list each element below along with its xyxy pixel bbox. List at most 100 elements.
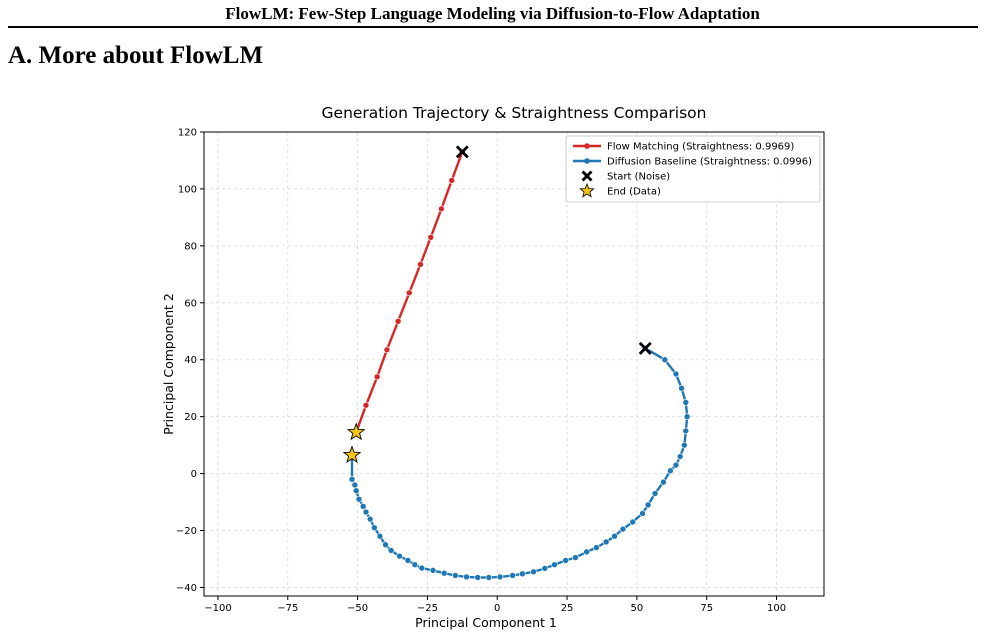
diffusion-baseline-point [387, 547, 395, 554]
legend-diffusion-baseline-swatch-point [584, 158, 590, 164]
flow-matching-point [427, 234, 435, 241]
x-tick-label: 75 [700, 603, 713, 614]
y-tick-label: −20 [176, 526, 197, 537]
diffusion-baseline-point [376, 532, 384, 540]
x-tick-label: −50 [347, 603, 368, 614]
legend-start-label: Start (Noise) [607, 172, 670, 183]
diffusion-baseline-point [396, 552, 403, 560]
diffusion-baseline-point [661, 356, 669, 364]
plot-frame [203, 131, 825, 597]
diffusion-baseline-point [474, 574, 481, 581]
diffusion-baseline-point [496, 573, 504, 581]
diffusion-baseline-point [678, 384, 685, 392]
x-tick-label: −75 [277, 603, 298, 614]
x-axis-label: Principal Component 1 [415, 615, 557, 630]
axis-ticks: −100 −75 −50 −25 0 25 50 75 100 −40 −20 0 20 40 60 80 10… [176, 128, 786, 615]
x-tick-label: 100 [767, 603, 786, 614]
y-tick-label: 0 [191, 469, 197, 480]
diffusion-baseline-point [644, 501, 652, 509]
start-marker [638, 341, 652, 355]
diffusion-baseline-point [672, 370, 680, 378]
diffusion-baseline-point [682, 399, 690, 406]
diffusion-baseline-point [562, 557, 569, 564]
diffusion-baseline-point [611, 532, 618, 540]
end-marker [342, 445, 362, 464]
diffusion-baseline-point [429, 567, 437, 574]
flow-matching-point [438, 205, 445, 213]
diffusion-baseline-point [371, 524, 378, 531]
diffusion-baseline-point [551, 561, 558, 568]
legend: Flow Matching (Straightness: 0.9969) Diff… [565, 135, 821, 203]
diffusion-baseline-point [485, 574, 493, 581]
flow-matching-point [362, 401, 370, 409]
diffusion-baseline-point [583, 548, 590, 556]
diffusion-baseline-point [667, 467, 674, 475]
diffusion-baseline-point [682, 427, 690, 435]
diffusion-baseline-point [418, 564, 426, 572]
chart-title: Generation Trajectory & Straightness Com… [322, 104, 707, 122]
legend-start-swatch-stroke [581, 170, 593, 182]
y-tick-label: 20 [184, 412, 197, 423]
diffusion-baseline-point [359, 503, 367, 510]
legend-start-swatch [581, 170, 593, 182]
diffusion-baseline-point [651, 490, 659, 497]
diffusion-baseline-point [676, 453, 684, 460]
diffusion-baseline-point [660, 478, 667, 486]
x-tick-label: 25 [561, 603, 574, 614]
y-tick-label: 100 [178, 184, 197, 195]
diffusion-baseline-point [351, 481, 359, 489]
diffusion-baseline-point [362, 508, 370, 516]
diffusion-baseline-point [672, 461, 680, 469]
diffusion-baseline-point [463, 573, 470, 581]
diffusion-baseline-point [382, 541, 389, 549]
running-header: FlowLM: Few-Step Language Modeling via D… [225, 4, 760, 23]
diffusion-baseline-point [530, 568, 537, 576]
series [348, 148, 691, 581]
flow-matching-point [448, 177, 456, 184]
x-tick-label: 0 [494, 603, 500, 614]
flow-matching-point [417, 261, 424, 268]
flow-matching-point [373, 373, 381, 381]
y-axis-label: Principal Component 2 [161, 293, 176, 435]
diffusion-baseline-point [509, 572, 516, 579]
start-marker-stroke [455, 145, 469, 159]
diffusion-baseline-point [639, 510, 646, 517]
diffusion-baseline-point [681, 441, 688, 449]
flow-matching-point [383, 346, 391, 354]
diffusion-baseline-point [519, 570, 526, 578]
diffusion-baseline-point [411, 561, 419, 568]
diffusion-baseline-point [348, 475, 356, 483]
legend-end-label: End (Data) [607, 187, 661, 198]
diffusion-baseline-point [452, 572, 459, 579]
diffusion-baseline-point [366, 515, 374, 523]
start-marker [455, 145, 469, 159]
diffusion-baseline-point [683, 413, 691, 420]
diffusion-baseline-point [629, 518, 636, 526]
start-marker-stroke [638, 341, 652, 355]
diffusion-baseline-point [404, 557, 412, 564]
diffusion-baseline-point [541, 565, 549, 572]
y-tick-label: 80 [184, 241, 197, 252]
trajectory-chart: Generation Trajectory & Straightness Com… [161, 104, 825, 630]
diffusion-baseline-point [352, 487, 360, 494]
legend-flow-matching-swatch-point [584, 143, 590, 149]
diffusion-baseline-point [440, 569, 448, 577]
x-tick-label: 50 [631, 603, 644, 614]
diffusion-baseline-point [593, 544, 600, 551]
section-title: A. More about FlowLM [8, 42, 264, 69]
diffusion-baseline-point [355, 495, 363, 503]
legend-flow-matching-label: Flow Matching (Straightness: 0.9969) [607, 142, 794, 153]
flow-matching-point [405, 289, 413, 297]
x-tick-label: −100 [204, 603, 231, 614]
markers [342, 145, 652, 464]
header-rule [8, 26, 978, 28]
y-tick-label: 60 [184, 298, 197, 309]
diffusion-baseline-point [619, 525, 627, 533]
x-tick-label: −25 [417, 603, 438, 614]
diffusion-baseline-point [602, 538, 610, 546]
legend-box [565, 135, 821, 203]
y-tick-label: 40 [184, 355, 197, 366]
y-tick-label: 120 [178, 128, 197, 139]
y-tick-label: −40 [176, 583, 197, 594]
end-marker [346, 422, 366, 441]
